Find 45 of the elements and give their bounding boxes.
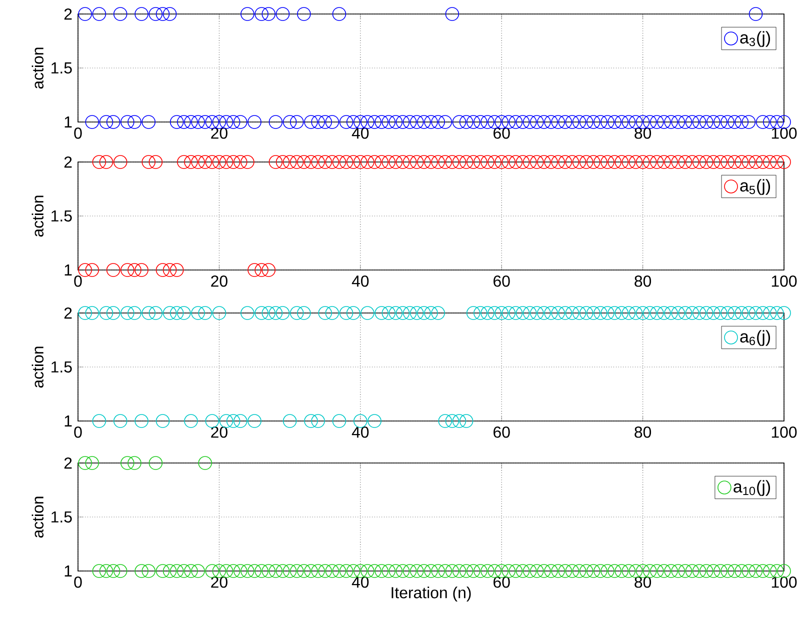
y-tick-label: 1 (64, 416, 72, 426)
x-tick-label: 60 (494, 276, 510, 287)
x-tick-label: 20 (211, 426, 228, 438)
x-tick-label: 80 (634, 426, 652, 438)
x-tick-label: 100 (772, 426, 797, 438)
x-tick-label: 40 (352, 426, 369, 438)
x-tick-label: 20 (211, 576, 228, 588)
legend-label: a$_{5}$(j) (740, 179, 770, 195)
y-axis-title: action (32, 48, 44, 89)
y-axis-title: action (32, 196, 44, 237)
y-tick-label: 2 (64, 156, 72, 168)
x-tick-label: 100 (772, 128, 797, 139)
legend-label: a$_{6}$(j) (740, 330, 770, 346)
x-tick-label: 40 (352, 576, 369, 588)
x-tick-label: 0 (74, 426, 82, 438)
x-tick-label: 60 (494, 576, 510, 588)
y-tick-label: 1 (64, 116, 72, 128)
x-axis-title: Iteration (n) (392, 586, 471, 602)
x-tick-label: 40 (352, 128, 369, 139)
y-axis-title: action (32, 496, 44, 538)
legend-label: a$_{3}$(j) (740, 31, 770, 47)
y-tick-label: 2 (64, 8, 72, 20)
x-tick-label: 60 (494, 128, 510, 139)
x-tick-label: 40 (352, 276, 369, 287)
y-tick-label: 1.5 (52, 361, 72, 373)
y-tick-label: 1.5 (52, 62, 72, 74)
x-tick-label: 0 (74, 576, 82, 588)
y-tick-label: 2 (64, 457, 72, 469)
x-tick-label: 80 (634, 576, 652, 588)
y-axis-title: action (32, 346, 44, 388)
y-tick-label: 1 (64, 264, 72, 276)
y-tick-label: 1 (64, 566, 72, 576)
x-tick-label: 80 (634, 128, 652, 139)
x-tick-label: 20 (211, 128, 228, 139)
x-tick-label: 0 (74, 128, 82, 139)
x-tick-label: 100 (772, 576, 797, 588)
x-tick-label: 80 (634, 276, 652, 287)
y-tick-label: 2 (64, 307, 72, 319)
x-tick-label: 60 (494, 426, 510, 438)
y-tick-label: 1.5 (52, 511, 72, 523)
x-tick-label: 20 (211, 276, 228, 287)
y-tick-label: 1.5 (52, 210, 72, 222)
x-tick-label: 0 (74, 276, 82, 287)
x-tick-label: 100 (772, 276, 797, 287)
legend-label: a$_{10}$(j) (734, 480, 770, 496)
